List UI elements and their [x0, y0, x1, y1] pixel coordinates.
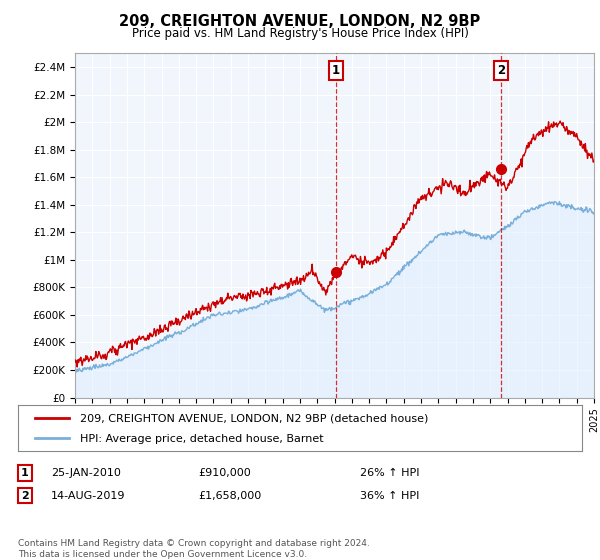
Text: £910,000: £910,000	[198, 468, 251, 478]
Text: 209, CREIGHTON AVENUE, LONDON, N2 9BP: 209, CREIGHTON AVENUE, LONDON, N2 9BP	[119, 14, 481, 29]
Text: 1: 1	[21, 468, 29, 478]
Text: 36% ↑ HPI: 36% ↑ HPI	[360, 491, 419, 501]
Text: 26% ↑ HPI: 26% ↑ HPI	[360, 468, 419, 478]
Text: 14-AUG-2019: 14-AUG-2019	[51, 491, 125, 501]
Text: Price paid vs. HM Land Registry's House Price Index (HPI): Price paid vs. HM Land Registry's House …	[131, 27, 469, 40]
Text: 1: 1	[332, 64, 340, 77]
Text: £1,658,000: £1,658,000	[198, 491, 261, 501]
Text: Contains HM Land Registry data © Crown copyright and database right 2024.
This d: Contains HM Land Registry data © Crown c…	[18, 539, 370, 559]
Text: 2: 2	[21, 491, 29, 501]
Text: 2: 2	[497, 64, 505, 77]
Text: HPI: Average price, detached house, Barnet: HPI: Average price, detached house, Barn…	[80, 434, 323, 444]
Text: 25-JAN-2010: 25-JAN-2010	[51, 468, 121, 478]
Text: 209, CREIGHTON AVENUE, LONDON, N2 9BP (detached house): 209, CREIGHTON AVENUE, LONDON, N2 9BP (d…	[80, 414, 428, 424]
